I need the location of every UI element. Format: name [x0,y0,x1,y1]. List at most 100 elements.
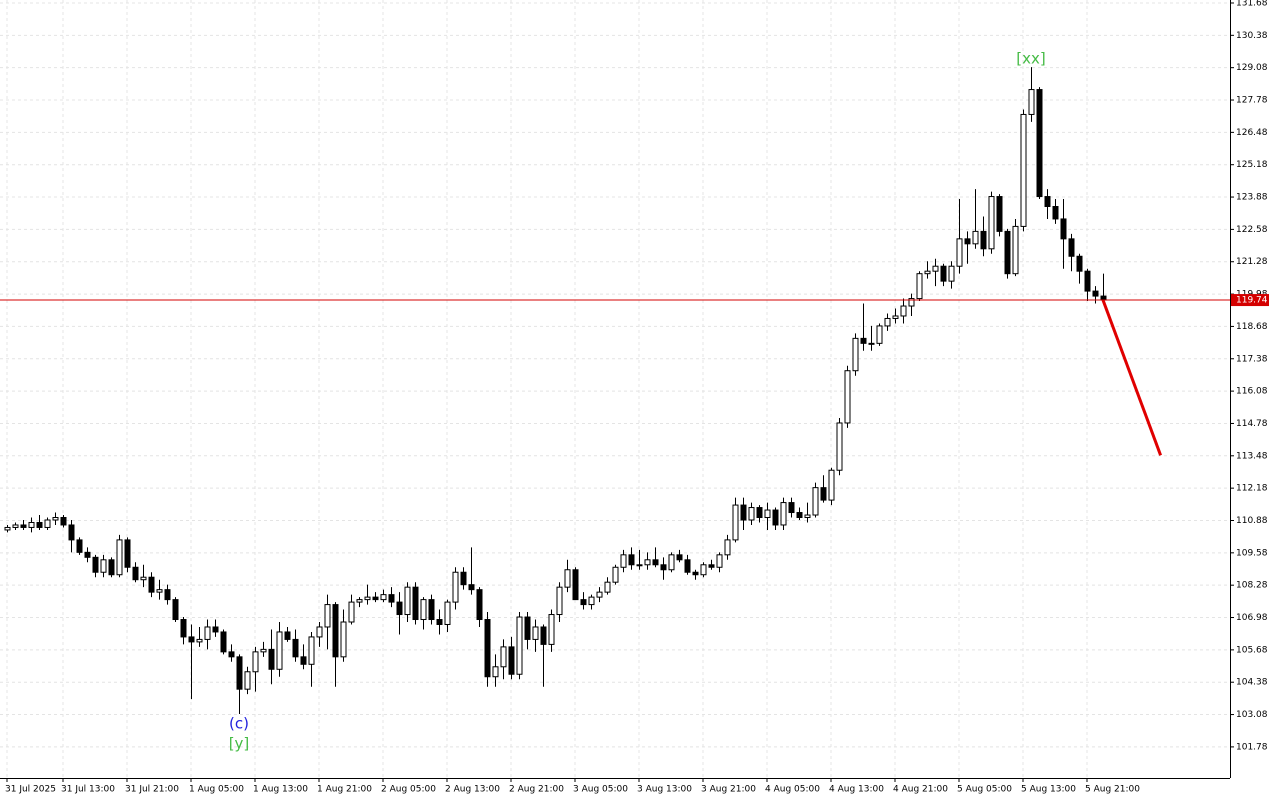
candle-body [444,601,451,625]
candle-body [804,514,811,519]
candle-body [372,596,379,601]
candle-body [860,337,867,344]
candle-body [60,517,67,526]
y-tick-label: 109.58 [1236,548,1268,558]
candle-body [204,626,211,640]
candle-body [460,571,467,586]
candle-body [932,265,939,272]
candle-body [252,651,259,673]
candle-body [388,594,395,603]
y-tick-label: 121.28 [1236,257,1268,267]
candle-body [780,502,787,526]
x-tick-label: 2 Aug 21:00 [509,785,564,795]
candle-body [644,559,651,566]
candle-body [404,586,411,616]
candle-body [868,342,875,345]
y-tick-label: 104.38 [1236,678,1268,688]
candle-body [540,626,547,645]
candle-body [972,230,979,245]
y-tick-label: 110.88 [1236,516,1268,526]
candle-body [1052,206,1059,220]
candle-body [716,554,723,568]
y-tick-label: 127.78 [1236,96,1268,106]
candle-body [44,519,51,528]
candle-body [1084,270,1091,292]
x-tick-label: 31 Jul 2025 [5,785,56,795]
candle-body [1076,255,1083,272]
candle-body [1020,113,1027,227]
y-tick-label: 103.08 [1236,710,1268,720]
candle-body [964,238,971,245]
candle-body [364,596,371,601]
x-tick-label: 31 Jul 21:00 [125,785,179,795]
candle-body [20,524,27,528]
candle-body [924,270,931,275]
candle-body [1028,89,1035,115]
candle-body [636,564,643,567]
candle-body [884,317,891,327]
candle-body [844,370,851,424]
y-tick-label: 126.48 [1236,128,1268,138]
candle-body [468,584,475,591]
candle-body [948,265,955,282]
candle-body [260,648,267,653]
candle-body [700,564,707,576]
candle-body [996,196,1003,232]
candle-body [708,564,715,568]
wave-label: (c) [229,715,249,733]
candle-body [220,631,227,653]
x-tick-label: 4 Aug 05:00 [765,785,820,795]
x-tick-label: 4 Aug 21:00 [893,785,948,795]
candle-body [668,554,675,571]
candle-body [724,539,731,556]
candle-body [116,539,123,576]
candle-body [508,646,515,675]
candle-body [524,616,531,640]
forecast-line [1101,299,1163,456]
x-tick-label: 2 Aug 05:00 [381,785,436,795]
candle-body [988,196,995,250]
candle-body [268,648,275,670]
x-tick-label: 1 Aug 21:00 [317,785,372,795]
candle-body [1068,238,1075,257]
candle-body [356,599,363,603]
y-tick-label: 113.48 [1236,451,1268,461]
candle-body [684,559,691,573]
x-tick-label: 3 Aug 05:00 [573,785,628,795]
candle-body [772,509,779,526]
candle-body [956,238,963,267]
x-tick-label: 5 Aug 21:00 [1085,785,1140,795]
candle-body [124,539,131,568]
candle-body [604,581,611,593]
candle-body [1092,290,1099,297]
y-tick-label: 123.88 [1236,193,1268,203]
candle-body [916,273,923,300]
candle-body [348,601,355,623]
candle-body [420,599,427,621]
candle-body [764,509,771,519]
x-tick-label: 5 Aug 13:00 [1021,785,1076,795]
candle-body [900,305,907,317]
candle-body [236,656,243,690]
candle-body [588,596,595,606]
candle-body [1100,295,1107,301]
candle-body [300,656,307,665]
candle-body [188,636,195,643]
candle-body [84,551,91,558]
candle-body [92,556,99,573]
candle-body [212,626,219,633]
y-tick-label: 106.98 [1236,613,1268,623]
candle-body [196,638,203,643]
candle-body [564,569,571,588]
candle-body [892,315,899,319]
x-tick-label: 1 Aug 13:00 [253,785,308,795]
candle-body [492,666,499,678]
candle-body [452,571,459,603]
candle-body [324,604,331,628]
candle-body [876,325,883,344]
candle-body [340,621,347,658]
candle-body [156,589,163,593]
candle-body [812,487,819,516]
